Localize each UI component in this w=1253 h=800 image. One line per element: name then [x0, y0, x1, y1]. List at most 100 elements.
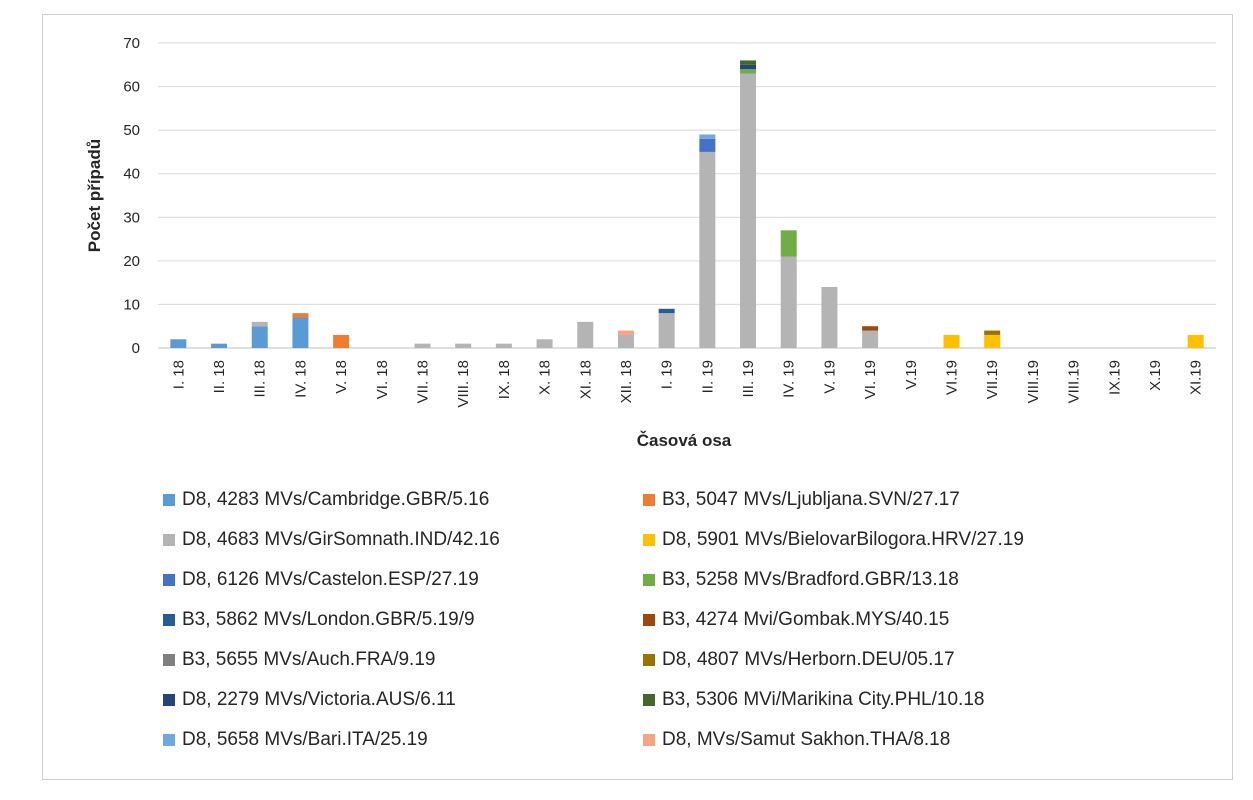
- bar-segment: [495, 343, 512, 348]
- bar-segment: [292, 313, 309, 318]
- x-tick-label: III. 19: [740, 360, 757, 398]
- legend-item: B3, 5258 MVs/Bradford.GBR/13.18: [643, 560, 1123, 600]
- x-tick-label: X.19: [1147, 360, 1164, 391]
- legend-label: D8, 5901 MVs/BielovarBilogora.HRV/27.19: [662, 529, 1024, 550]
- legend-swatch: [643, 534, 655, 546]
- legend-label: B3, 5047 MVs/Ljubljana.SVN/27.17: [662, 489, 960, 510]
- bar-segment: [333, 334, 350, 348]
- bar-segment: [984, 334, 1001, 348]
- x-tick-label: IX.19: [1106, 360, 1123, 395]
- chart-frame: [42, 14, 1233, 780]
- x-tick-label: V.19: [903, 360, 920, 389]
- y-tick-label: 60: [123, 79, 140, 96]
- x-tick-label: II. 18: [211, 360, 228, 393]
- legend-swatch: [163, 654, 175, 666]
- legend-item: D8, 4283 MVs/Cambridge.GBR/5.16: [163, 480, 643, 520]
- legend-swatch: [163, 494, 175, 506]
- y-axis-title: Počet případů: [85, 139, 104, 252]
- legend-item: B3, 5047 MVs/Ljubljana.SVN/27.17: [643, 480, 1123, 520]
- legend-item: B3, 5862 MVs/London.GBR/5.19/9: [163, 600, 643, 640]
- x-tick-label: V. 19: [821, 360, 838, 394]
- legend-item: B3, 5655 MVs/Auch.FRA/9.19: [163, 640, 643, 680]
- y-tick-label: 10: [123, 296, 140, 313]
- legend-swatch: [163, 574, 175, 586]
- x-tick-label: XI. 18: [577, 360, 594, 399]
- bar-segment: [699, 138, 716, 152]
- y-tick-label: 50: [123, 122, 140, 139]
- bar-segment: [617, 334, 634, 348]
- legend-swatch: [643, 694, 655, 706]
- bar-segment: [699, 134, 716, 139]
- y-tick-label: 20: [123, 253, 140, 270]
- legend-swatch: [163, 734, 175, 746]
- legend-swatch: [163, 614, 175, 626]
- bar-segment: [251, 321, 268, 327]
- legend-swatch: [643, 734, 655, 746]
- x-tick-label: X. 18: [537, 360, 554, 395]
- legend-item: D8, 4807 MVs/Herborn.DEU/05.17: [643, 640, 1123, 680]
- legend-item: D8, 5658 MVs/Bari.ITA/25.19: [163, 720, 643, 760]
- legend-label: B3, 4274 Mvi/Gombak.MYS/40.15: [662, 609, 950, 630]
- x-tick-label: IV. 18: [292, 360, 309, 398]
- legend-swatch: [643, 614, 655, 626]
- bar-segment: [170, 339, 187, 348]
- legend-swatch: [163, 694, 175, 706]
- x-tick-label: IV. 19: [781, 360, 798, 398]
- legend-item: D8, 4683 MVs/GirSomnath.IND/42.16: [163, 520, 643, 560]
- bar-segment: [617, 330, 634, 335]
- bar-segment: [658, 313, 675, 348]
- legend-label: B3, 5258 MVs/Bradford.GBR/13.18: [662, 569, 959, 590]
- x-tick-label: III. 18: [252, 360, 269, 398]
- x-tick-label: VIII.19: [1066, 360, 1083, 403]
- bar-segment: [414, 343, 431, 348]
- x-tick-label: V. 18: [333, 360, 350, 394]
- bar-segment: [862, 330, 879, 348]
- bar-segment: [292, 317, 309, 348]
- x-tick-label: VII. 18: [415, 360, 432, 403]
- bar-segment: [658, 308, 675, 314]
- bar-segment: [455, 343, 472, 348]
- x-tick-label: VIII. 18: [455, 360, 472, 408]
- legend-label: D8, 4283 MVs/Cambridge.GBR/5.16: [182, 489, 490, 510]
- x-tick-label: XI.19: [1188, 360, 1205, 395]
- bar-segment: [740, 69, 757, 74]
- bar-segment: [943, 334, 960, 348]
- x-axis-title: Časová osa: [637, 431, 732, 450]
- legend-label: D8, 4683 MVs/GirSomnath.IND/42.16: [182, 529, 500, 550]
- x-tick-label: IX. 18: [496, 360, 513, 399]
- legend: D8, 4283 MVs/Cambridge.GBR/5.16 B3, 5047 …: [163, 480, 1163, 760]
- legend-label: D8, 2279 MVs/Victoria.AUS/6.11: [182, 689, 456, 710]
- x-tick-label: VI. 18: [374, 360, 391, 399]
- y-tick-label: 30: [123, 209, 140, 226]
- legend-item: D8, MVs/Samut Sakhon.THA/8.18: [643, 720, 1123, 760]
- bar-segment: [780, 256, 797, 348]
- x-tick-label: II. 19: [699, 360, 716, 393]
- legend-item: D8, 5901 MVs/BielovarBilogora.HRV/27.19: [643, 520, 1123, 560]
- legend-swatch: [643, 574, 655, 586]
- legend-swatch: [643, 654, 655, 666]
- bar-segment: [740, 64, 757, 70]
- bar-segment: [577, 321, 594, 348]
- x-tick-label: VI. 19: [862, 360, 879, 399]
- y-tick-label: 40: [123, 166, 140, 183]
- x-tick-label: VI.19: [944, 360, 961, 395]
- bar-segment: [821, 287, 838, 348]
- legend-item: D8, 2279 MVs/Victoria.AUS/6.11: [163, 680, 643, 720]
- legend-label: D8, 4807 MVs/Herborn.DEU/05.17: [662, 649, 955, 670]
- legend-swatch: [163, 534, 175, 546]
- x-tick-label: I. 19: [659, 360, 676, 389]
- bar-segment: [780, 230, 797, 257]
- legend-item: D8, 6126 MVs/Castelon.ESP/27.19: [163, 560, 643, 600]
- legend-item: B3, 5306 MVi/Marikina City.PHL/10.18: [643, 680, 1123, 720]
- bar-segment: [984, 330, 1001, 335]
- legend-label: D8, 5658 MVs/Bari.ITA/25.19: [182, 729, 428, 750]
- bar-segment: [862, 326, 879, 331]
- bar-segment: [1187, 334, 1204, 348]
- x-tick-label: I. 18: [170, 360, 187, 389]
- legend-label: B3, 5862 MVs/London.GBR/5.19/9: [182, 609, 475, 630]
- x-tick-label: VII.19: [984, 360, 1001, 399]
- legend-label: B3, 5655 MVs/Auch.FRA/9.19: [182, 649, 436, 670]
- bar-segment: [740, 60, 757, 65]
- legend-label: B3, 5306 MVi/Marikina City.PHL/10.18: [662, 689, 985, 710]
